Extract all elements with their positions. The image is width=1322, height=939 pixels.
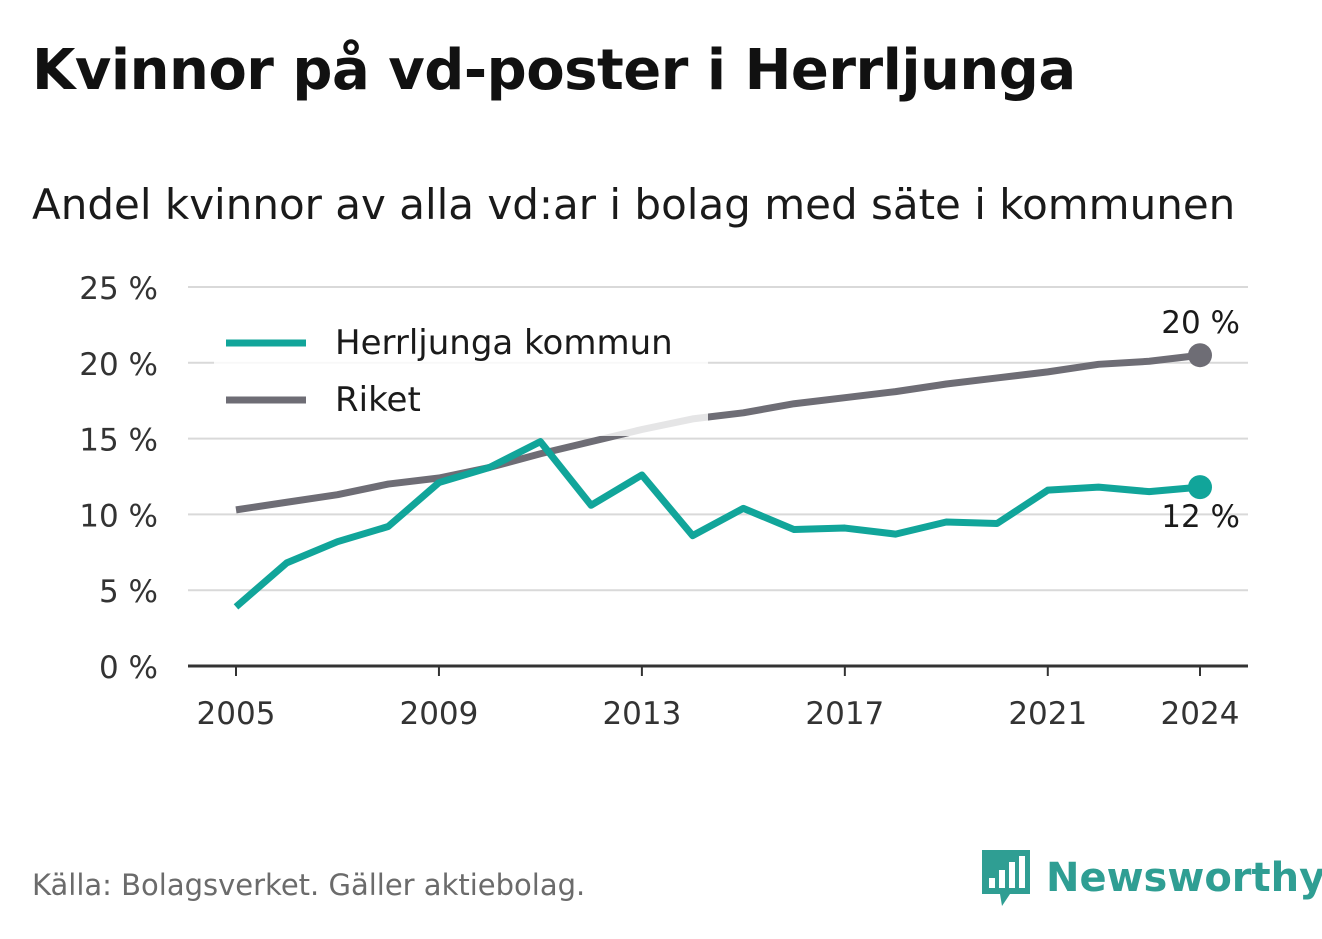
x-axis: 2005 2009 2013 2017 2021 2024: [188, 664, 1248, 732]
y-tick-label: 20 %: [79, 347, 158, 383]
series-line-herrljunga-kommun: [233, 438, 1201, 610]
x-tick-label: 2024: [1161, 696, 1240, 732]
series-line-riket: [235, 351, 1201, 514]
brand: Newsworthy: [980, 848, 1322, 908]
end-point-riket: [1188, 343, 1212, 368]
legend: Herrljunga kommun Riket: [214, 318, 708, 436]
end-labels: 12 % 20 %: [1161, 305, 1240, 535]
y-tick-label: 15 %: [79, 423, 158, 459]
source-note: Källa: Bolagsverket. Gäller aktiebolag.: [32, 868, 586, 902]
y-tick-label: 5 %: [99, 574, 158, 610]
x-tick-label: 2017: [805, 696, 884, 732]
x-tick-label: 2005: [197, 696, 276, 732]
x-tick-label: 2013: [602, 696, 681, 732]
end-point-herrljunga-kommun: [1188, 475, 1212, 500]
x-tick-label: 2009: [399, 696, 478, 732]
chart-subtitle: Andel kvinnor av alla vd:ar i bolag med …: [32, 180, 1236, 229]
brand-name: Newsworthy: [1046, 855, 1322, 901]
chart-title: Kvinnor på vd-poster i Herrljunga: [32, 38, 1076, 103]
legend-background: [214, 318, 708, 436]
legend-label: Riket: [335, 380, 421, 420]
end-value-label: 12 %: [1161, 499, 1240, 535]
y-tick-label: 25 %: [79, 271, 158, 307]
y-tick-label: 10 %: [79, 498, 158, 534]
y-tick-label: 0 %: [99, 650, 158, 686]
y-axis-ticks: 0 % 5 % 10 % 15 % 20 % 25 %: [79, 271, 158, 686]
newsworthy-logo-icon: [982, 850, 1030, 906]
x-tick-label: 2021: [1008, 696, 1087, 732]
series-lines: [233, 343, 1212, 610]
end-value-label: 20 %: [1161, 305, 1240, 341]
legend-label: Herrljunga kommun: [335, 323, 673, 363]
